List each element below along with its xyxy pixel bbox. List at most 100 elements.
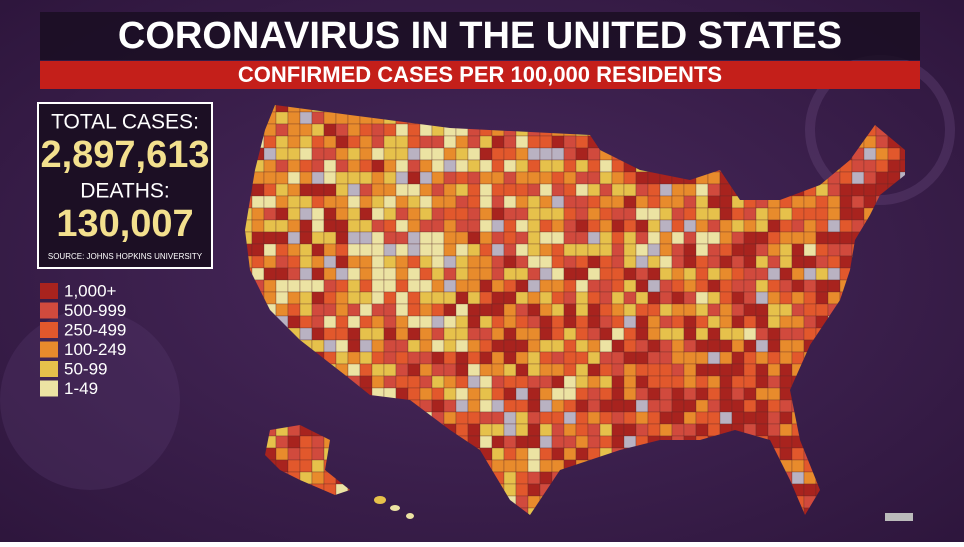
county <box>743 339 757 353</box>
county <box>623 315 637 329</box>
county <box>623 291 637 305</box>
county <box>527 375 541 389</box>
county <box>431 303 445 317</box>
county <box>587 339 601 353</box>
county <box>683 303 697 317</box>
county <box>299 267 313 281</box>
county <box>287 315 301 329</box>
county <box>635 243 649 257</box>
county <box>491 291 505 305</box>
county <box>407 219 421 233</box>
county <box>851 207 865 221</box>
county <box>731 339 745 353</box>
county <box>347 279 361 293</box>
county <box>587 171 601 185</box>
county <box>563 195 577 209</box>
county <box>563 171 577 185</box>
county <box>383 159 397 173</box>
county <box>707 387 721 401</box>
county <box>419 135 433 149</box>
county <box>371 123 385 137</box>
county <box>515 423 529 437</box>
county <box>275 183 289 197</box>
county <box>479 435 493 449</box>
county <box>839 243 853 257</box>
county <box>731 231 745 245</box>
county <box>587 375 601 389</box>
county <box>359 279 373 293</box>
county <box>587 435 601 449</box>
county <box>395 339 409 353</box>
county <box>779 279 793 293</box>
legend-swatch <box>40 380 58 397</box>
county <box>347 339 361 353</box>
county <box>479 387 493 401</box>
county <box>827 231 841 245</box>
county <box>419 351 433 365</box>
county <box>695 399 709 413</box>
county <box>299 243 313 257</box>
county <box>551 135 565 149</box>
county <box>455 375 469 389</box>
county <box>359 255 373 269</box>
county <box>779 255 793 269</box>
county <box>575 375 589 389</box>
county <box>275 171 289 185</box>
county <box>671 279 685 293</box>
county <box>539 195 553 209</box>
county <box>515 255 529 269</box>
county <box>503 375 517 389</box>
county <box>875 147 889 161</box>
county <box>623 435 637 449</box>
county <box>383 255 397 269</box>
county <box>515 327 529 341</box>
county <box>647 231 661 245</box>
county <box>587 183 601 197</box>
county <box>551 447 565 461</box>
county <box>779 207 793 221</box>
county <box>551 279 565 293</box>
county <box>407 147 421 161</box>
county <box>443 219 457 233</box>
county <box>575 423 589 437</box>
county <box>395 231 409 245</box>
county <box>827 279 841 293</box>
county <box>731 399 745 413</box>
county <box>323 147 337 161</box>
county <box>311 327 325 341</box>
county <box>575 315 589 329</box>
county <box>323 315 337 329</box>
county <box>695 291 709 305</box>
county <box>287 255 301 269</box>
county <box>359 135 373 149</box>
county <box>539 411 553 425</box>
county <box>443 327 457 341</box>
county <box>371 135 385 149</box>
county <box>263 219 277 233</box>
county <box>503 231 517 245</box>
county <box>539 171 553 185</box>
county <box>539 183 553 197</box>
county <box>491 459 505 473</box>
county <box>551 243 565 257</box>
county <box>455 243 469 257</box>
county <box>515 195 529 209</box>
county <box>575 159 589 173</box>
county <box>515 315 529 329</box>
county <box>839 195 853 209</box>
county <box>503 147 517 161</box>
county <box>587 255 601 269</box>
county <box>311 231 325 245</box>
county <box>299 291 313 305</box>
county <box>479 363 493 377</box>
county <box>335 231 349 245</box>
county <box>527 483 541 497</box>
county <box>599 363 613 377</box>
county <box>551 183 565 197</box>
county <box>779 267 793 281</box>
county <box>503 471 517 485</box>
county <box>419 171 433 185</box>
county <box>683 231 697 245</box>
county <box>503 279 517 293</box>
county <box>755 423 769 437</box>
